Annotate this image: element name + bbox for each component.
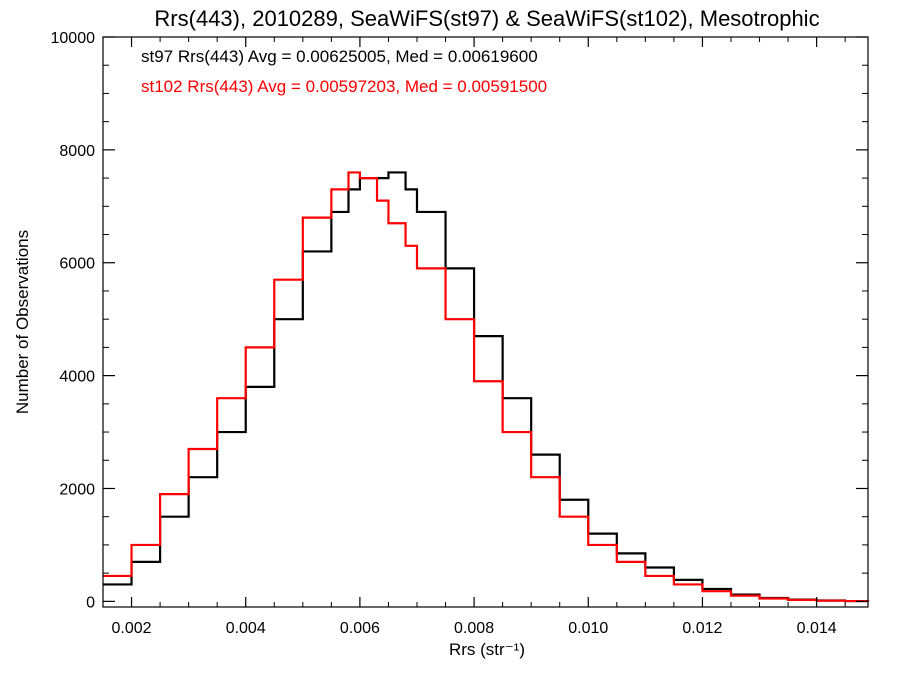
x-tick-label: 0.006 — [340, 620, 380, 637]
plot-frame — [102, 36, 869, 608]
plot-area — [103, 171, 870, 603]
legend: st97 Rrs(443) Avg = 0.00625005, Med = 0.… — [141, 47, 547, 96]
y-tick-label: 6000 — [59, 256, 95, 273]
chart-title: Rrs(443), 2010289, SeaWiFS(st97) & SeaWi… — [154, 6, 819, 31]
y-tick-label: 10000 — [51, 30, 96, 47]
y-axis-label: Number of Observations — [13, 230, 32, 414]
x-tick-label: 0.014 — [797, 620, 837, 637]
x-axis-label: Rrs (str⁻¹) — [449, 640, 525, 659]
legend-entry-st102: st102 Rrs(443) Avg = 0.00597203, Med = 0… — [141, 77, 547, 96]
x-tick-label: 0.002 — [112, 620, 152, 637]
x-tick-label: 0.012 — [682, 620, 722, 637]
y-axis: 0 2000 4000 6000 8000 10000 — [51, 30, 868, 611]
y-tick-label: 8000 — [59, 143, 95, 160]
y-tick-label: 2000 — [59, 481, 95, 498]
series-line-st97 — [103, 171, 870, 603]
y-tick-label: 4000 — [59, 369, 95, 386]
x-axis: 0.002 0.004 0.006 0.008 0.010 0.012 0.014 — [102, 37, 846, 637]
x-tick-label: 0.010 — [568, 620, 608, 637]
y-tick-label: 0 — [86, 594, 95, 611]
x-tick-label: 0.008 — [454, 620, 494, 637]
legend-entry-st97: st97 Rrs(443) Avg = 0.00625005, Med = 0.… — [141, 47, 538, 66]
x-tick-label: 0.004 — [226, 620, 266, 637]
series-line-st102 — [103, 171, 870, 603]
